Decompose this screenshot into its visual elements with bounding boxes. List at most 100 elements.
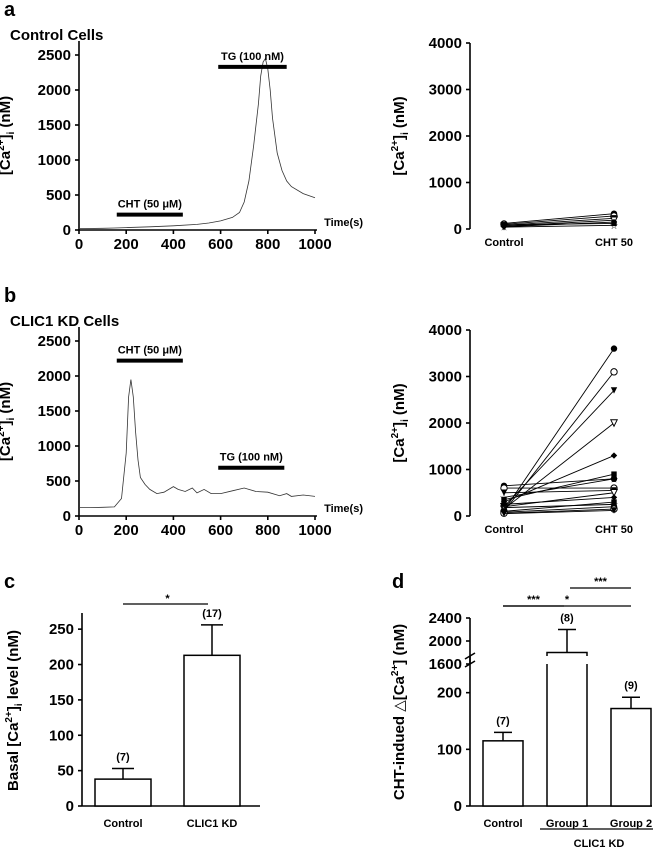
x-axis-label: Time(s): [324, 503, 363, 515]
bar: [94, 778, 152, 807]
significance-label: *: [165, 593, 170, 605]
data-point: [610, 387, 618, 394]
data-point: [610, 494, 618, 501]
panel-b-title: CLIC1 KD Cells: [10, 313, 119, 330]
data-point: [609, 419, 619, 428]
x-tick-label: 1000: [298, 236, 331, 253]
y-tick-label: 500: [46, 187, 71, 204]
y-tick-label: 2000: [429, 415, 462, 432]
y-tick-label: 0: [66, 798, 74, 815]
data-point: [500, 501, 508, 508]
data-point: [610, 345, 618, 352]
y-tick-label: 2500: [38, 47, 71, 64]
bar: [610, 707, 652, 807]
y-tick-label: 0: [63, 508, 71, 525]
significance-label: *: [565, 594, 570, 606]
chart-a-paired: 0 1000 2000 3000 4000 [Ca2+]i (nM) Control CHT …: [390, 35, 633, 249]
x-tick-label: 400: [161, 236, 186, 253]
y-tick-label: 100: [49, 727, 74, 744]
data-point: ☆: [500, 493, 509, 504]
y-tick-label: 150: [49, 692, 74, 709]
chart-d-bars: 0 100 200 1600 2000 2400 CHT-indued △[Ca2+] (n…: [390, 576, 653, 850]
significance-label: ***: [594, 576, 608, 588]
y-tick-label: 250: [49, 621, 74, 638]
y-tick-label: 4000: [429, 322, 462, 339]
y-tick-label: 2500: [38, 333, 71, 350]
x-tick-label: 1000: [298, 522, 331, 539]
x-category-label: CHT 50: [595, 524, 633, 536]
data-point: ☆: [610, 221, 619, 232]
paired-line: [503, 390, 615, 508]
paired-line: [503, 506, 615, 513]
paired-line: [503, 503, 615, 509]
data-point: [501, 222, 507, 228]
panel-letter-a: a: [4, 0, 16, 21]
paired-line: [503, 492, 615, 508]
n-label: (7): [496, 715, 510, 727]
y-tick-label: 2000: [38, 82, 71, 99]
y-tick-label: 1000: [429, 175, 462, 192]
y-tick-label: 2000: [429, 128, 462, 145]
y-tick-label: 3000: [429, 369, 462, 386]
data-point: [610, 475, 618, 482]
data-point: [609, 489, 619, 498]
y-tick-label: 0: [63, 222, 71, 239]
y-tick-label: 0: [454, 508, 462, 525]
paired-line: [503, 224, 615, 228]
y-tick-label: 200: [49, 657, 74, 674]
y-axis-label: CHT-indued △[Ca2+] (nM): [390, 624, 408, 800]
x-category-label: Control: [103, 818, 142, 830]
x-category-label: CLIC1 KD: [187, 818, 238, 830]
chart-b-trace: 0 200 400 600 800 1000 0 500 1000 1500 2000 2500 Tim…: [0, 327, 363, 539]
x-category-label: Control: [484, 237, 523, 249]
y-tick-label: 200: [437, 685, 462, 702]
panel-letter-b: b: [4, 285, 16, 307]
n-label: (7): [116, 752, 130, 764]
paired-line: [503, 348, 615, 511]
data-point: [610, 368, 618, 376]
x-category-label: Group 1: [546, 818, 588, 830]
paired-line: [503, 222, 615, 226]
y-tick-label: 4000: [429, 35, 462, 52]
data-point: [611, 471, 617, 477]
x-category-label: Control: [483, 818, 522, 830]
data-point: [501, 497, 507, 503]
x-category-label: Control: [484, 524, 523, 536]
data-point: [610, 452, 618, 459]
x-tick-label: 200: [114, 522, 139, 539]
x-tick-label: 800: [255, 236, 280, 253]
paired-line: [503, 478, 615, 487]
panel-letter-c: c: [4, 571, 15, 593]
paired-line: [503, 213, 615, 224]
group-label: CLIC1 KD: [574, 838, 625, 850]
y-tick-label: 2000: [429, 633, 462, 650]
x-tick-label: 600: [208, 522, 233, 539]
y-tick-label: 1500: [38, 403, 71, 420]
y-tick-label: 0: [454, 221, 462, 238]
y-axis-label: [Ca2+]i (nM): [0, 96, 17, 175]
y-axis-label: [Ca2+]i (nM): [0, 382, 17, 461]
n-label: (17): [202, 608, 222, 620]
n-label: (9): [624, 680, 638, 692]
panel-a-title: Control Cells: [10, 27, 103, 44]
bar-break-gap: [545, 656, 589, 664]
data-point: [611, 220, 617, 227]
y-tick-label: 0: [454, 798, 462, 815]
paired-line: [503, 501, 615, 512]
x-axis-label: Time(s): [324, 217, 363, 229]
chart-c-bars: 0 50 100 150 200 250 Basal [Ca2+]i level (nM) (…: [4, 593, 260, 830]
data-point: [611, 499, 617, 505]
bar: [183, 654, 241, 807]
x-tick-label: 400: [161, 522, 186, 539]
x-tick-label: 200: [114, 236, 139, 253]
chart-b-paired: 0 1000 2000 3000 4000 [Ca2+]i (nM) Control CHT …: [390, 322, 633, 536]
y-axis-label: [Ca2+]i (nM): [390, 383, 411, 462]
calcium-trace-line: [78, 57, 316, 229]
chart-a-trace: 0 200 400 600 800 1000 0 500 1000 1500 2000 2500 Tim…: [0, 41, 363, 253]
x-tick-label: 0: [75, 236, 83, 253]
x-category-label: CHT 50: [595, 237, 633, 249]
x-tick-label: 0: [75, 522, 83, 539]
data-point: [610, 507, 618, 514]
y-tick-label: 100: [437, 741, 462, 758]
